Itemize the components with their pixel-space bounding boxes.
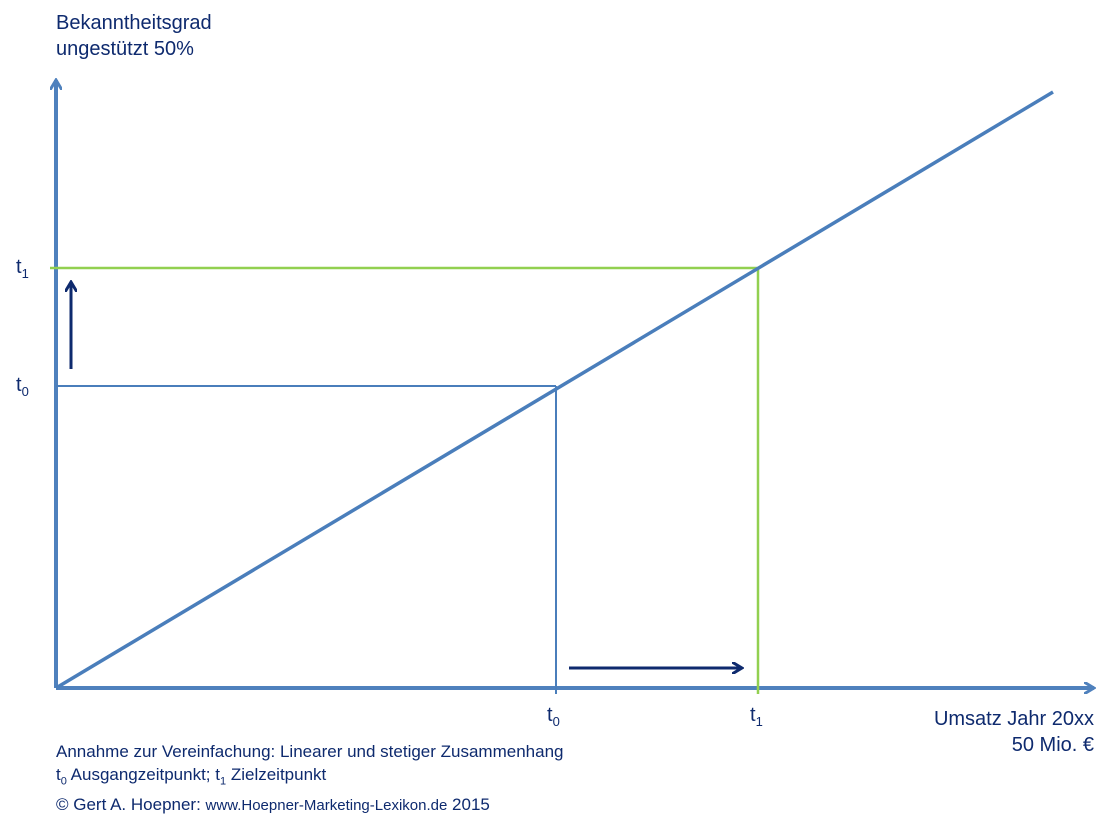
footnote-legend: t0 Ausgangzeitpunkt; t1 Zielzeitpunkt	[56, 765, 327, 788]
y-axis-title-line-1: Bekanntheitsgrad	[56, 12, 212, 34]
y-tick-t1: t1	[16, 256, 29, 281]
y-axis-title-line-2: ungestützt 50%	[56, 38, 194, 60]
x-axis-title: Umsatz Jahr 20xx 50 Mio. €	[934, 706, 1094, 758]
x-axis-title-line-2: 50 Mio. €	[1011, 734, 1094, 756]
x-tick-t1: t1	[750, 704, 763, 729]
website-link[interactable]: www.Hoepner-Marketing-Lexikon.de	[205, 797, 448, 815]
footnote-assumption: Annahme zur Vereinfachung: Linearer und …	[56, 742, 564, 761]
footnote-copyright: © Gert A. Hoepner: www.Hoepner-Marketing…	[56, 795, 490, 815]
footnotes: Annahme zur Vereinfachung: Linearer und …	[56, 740, 563, 817]
y-axis-title: Bekanntheitsgrad ungestützt 50%	[56, 10, 212, 62]
y-tick-t0: t0	[16, 374, 29, 399]
linear-relationship-line	[55, 90, 1054, 690]
x-axis-title-line-1: Umsatz Jahr 20xx	[933, 708, 1094, 730]
x-tick-t0: t0	[547, 704, 560, 729]
